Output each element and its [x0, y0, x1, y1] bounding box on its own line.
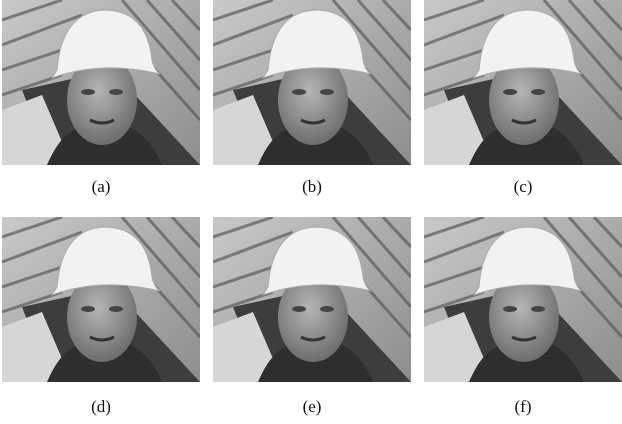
photo: [424, 0, 622, 165]
caption: (d): [91, 397, 111, 416]
photo: [2, 217, 200, 382]
figure: (a) (b) (c) (d) (e) (f): [0, 0, 622, 424]
caption: (e): [303, 397, 322, 416]
caption: (c): [514, 177, 533, 196]
photo: [213, 217, 411, 382]
photo: [2, 0, 200, 165]
photo: [424, 217, 622, 382]
caption: (a): [92, 177, 111, 196]
caption: (f): [515, 397, 532, 416]
caption: (b): [302, 177, 322, 196]
photo: [213, 0, 411, 165]
